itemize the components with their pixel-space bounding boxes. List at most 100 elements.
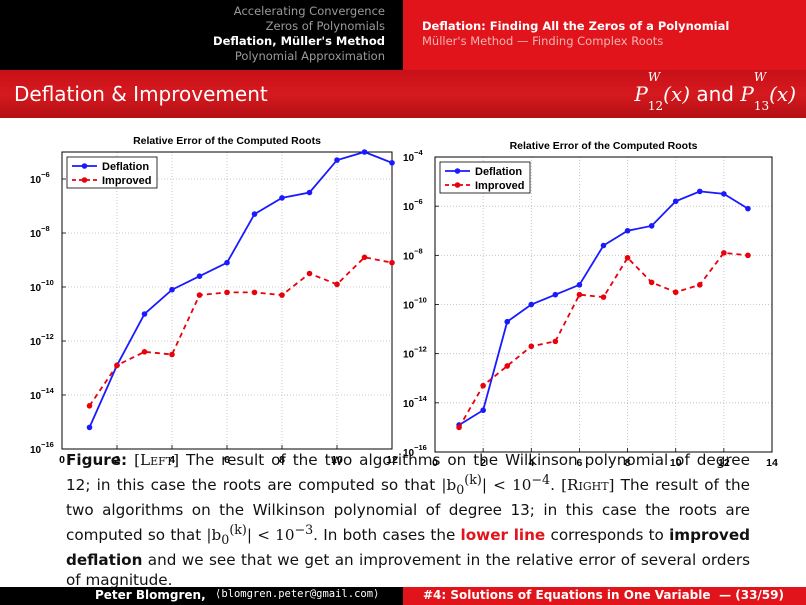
data-point: [672, 198, 679, 205]
legend-label: Deflation: [102, 161, 149, 173]
x-tick-label: 4: [528, 457, 534, 469]
legend-marker: [81, 163, 88, 169]
y-tick-exponent: −10: [414, 296, 427, 305]
figure-caption: Figure: [Left] The result of the two alg…: [66, 451, 751, 590]
data-point: [114, 362, 120, 369]
top-navigation: Accelerating Convergence Zeros of Polynom…: [0, 0, 806, 70]
data-point: [672, 289, 679, 296]
y-tick-exponent: −16: [414, 443, 427, 452]
subsection-nav-item[interactable]: Deflation: Finding All the Zeros of a Po…: [422, 19, 730, 33]
y-tick-label: 10−12: [403, 345, 427, 361]
degree-13: 13: [753, 99, 770, 113]
data-point: [745, 205, 751, 212]
p-symbol-2: P: [740, 82, 754, 106]
y-tick-exponent: −6: [414, 197, 423, 206]
y-tick-label: 10−4: [403, 148, 424, 164]
section-nav-item[interactable]: Zeros of Polynomials: [265, 19, 385, 33]
y-tick-exponent: −12: [414, 345, 427, 354]
caption-left-tag: [Left]: [134, 451, 180, 469]
x-tick-label: 10: [670, 457, 682, 469]
y-tick-label: 10−10: [403, 296, 427, 312]
x-tick-label: 2: [114, 454, 120, 466]
data-point: [196, 273, 203, 279]
data-point: [141, 349, 148, 355]
x-arg-2: (x): [769, 82, 796, 106]
data-point: [361, 149, 368, 155]
data-point: [334, 281, 340, 288]
series-line: [88, 256, 393, 407]
data-point: [624, 254, 631, 261]
data-point: [334, 157, 340, 163]
x-tick-label: 6: [577, 457, 583, 469]
legend-label: Deflation: [475, 166, 522, 178]
legend-marker: [454, 168, 461, 174]
data-point: [648, 279, 655, 286]
inequality-1: |b0(k)| < 10−4: [441, 472, 551, 498]
data-point: [504, 363, 511, 369]
subsection-nav: Deflation: Finding All the Zeros of a Po…: [403, 0, 806, 70]
data-point: [196, 292, 203, 298]
footer-lecture: #4: Solutions of Equations in One Variab…: [423, 588, 711, 602]
y-tick-label: 10−10: [30, 278, 54, 294]
data-point: [576, 282, 583, 288]
footer-author: Peter Blomgren,: [95, 588, 206, 602]
caption-part-3: . In both cases the: [313, 526, 456, 545]
x-tick-label: 6: [224, 454, 230, 466]
data-point: [251, 211, 258, 217]
x-tick-label: 14: [766, 457, 778, 469]
x-tick-label: 4: [169, 454, 175, 466]
data-point: [86, 424, 93, 431]
caption-part-2: The result of the two algorithms on the …: [66, 476, 751, 545]
right-chart: Relative Error of the Computed Roots 0 2 4 6…: [403, 140, 778, 469]
data-point: [480, 382, 486, 389]
degree-12: 12: [647, 99, 664, 113]
data-point: [279, 195, 285, 201]
y-tick-exponent: −16: [41, 440, 54, 449]
data-point: [251, 289, 258, 296]
data-point: [306, 270, 313, 277]
y-tick-exponent: −12: [41, 332, 54, 341]
y-tick-exponent: −8: [41, 224, 50, 233]
data-point: [721, 250, 727, 256]
lower-line-highlight: lower line: [460, 526, 546, 545]
legend-label: Improved: [475, 180, 525, 192]
y-tick-exponent: −6: [41, 170, 50, 179]
data-point: [141, 311, 148, 317]
data-point: [361, 254, 368, 261]
y-tick-label: 10−14: [403, 394, 428, 410]
subsection-nav-item[interactable]: Müller's Method — Finding Complex Roots: [422, 34, 664, 48]
y-tick-exponent: −4: [414, 148, 423, 157]
caption-part-5: and we see that we get an improvement in…: [66, 551, 750, 590]
data-point: [624, 227, 631, 234]
data-point: [224, 289, 230, 296]
x-tick-label: 0: [59, 454, 65, 466]
left-chart: Relative Error of the Computed Roots 0 2 4 6…: [30, 135, 398, 466]
y-tick-label: 10−12: [30, 332, 54, 348]
data-point: [528, 301, 535, 308]
x-tick-label: 12: [386, 454, 398, 466]
data-point: [306, 189, 313, 196]
section-list: Accelerating Convergence Zeros of Polynom…: [213, 4, 385, 64]
legend-label: Improved: [102, 175, 152, 187]
data-point: [504, 318, 511, 325]
x-tick-label: 10: [331, 454, 343, 466]
data-point: [480, 407, 486, 414]
data-point: [169, 351, 175, 358]
footer-email: ⟨blomgren.peter@gmail.com⟩: [215, 588, 380, 600]
data-point: [456, 424, 462, 431]
data-point: [600, 294, 607, 300]
caption-label: Figure:: [66, 451, 128, 469]
section-nav-item[interactable]: Polynomial Approximation: [234, 49, 385, 63]
data-point: [389, 160, 395, 166]
section-nav-item[interactable]: Deflation, Müller's Method: [213, 34, 385, 48]
y-tick-exponent: −8: [414, 246, 423, 255]
x-tick-label: 0: [432, 457, 438, 469]
footer: Peter Blomgren, ⟨blomgren.peter@gmail.co…: [0, 587, 806, 605]
x-tick-label: 2: [480, 457, 486, 469]
x-tick-label: 8: [279, 454, 285, 466]
inequality-2: |b0(k)| < 10−3: [206, 522, 314, 548]
data-point: [600, 242, 607, 249]
data-point: [169, 286, 175, 293]
section-nav-item[interactable]: Accelerating Convergence: [233, 4, 385, 18]
data-point: [224, 259, 230, 266]
